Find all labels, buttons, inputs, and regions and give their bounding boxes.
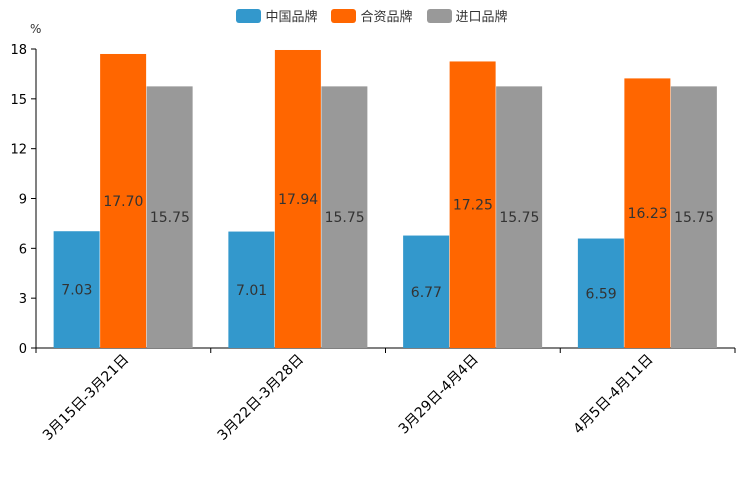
bar: [624, 78, 671, 348]
x-tick-label: 3月22日-3月28日: [215, 352, 307, 444]
bar: [146, 86, 193, 348]
data-label: 15.75: [325, 210, 365, 226]
legend: 中国品牌 合资品牌 进口品牌: [0, 6, 744, 25]
data-label: 17.25: [453, 198, 493, 214]
data-label: 15.75: [674, 210, 714, 226]
bar: [670, 86, 717, 348]
y-tick-label: 3: [19, 292, 27, 307]
bar: [449, 61, 496, 348]
y-tick-label: 0: [19, 342, 27, 357]
legend-item-imported[interactable]: 进口品牌: [426, 6, 508, 25]
legend-swatch-china: [236, 8, 262, 23]
data-label: 17.70: [103, 194, 143, 210]
bar: [53, 231, 100, 348]
data-label: 16.23: [628, 206, 668, 222]
data-label: 15.75: [150, 210, 190, 226]
data-label: 15.75: [499, 210, 539, 226]
y-axis-unit: %: [30, 22, 42, 36]
legend-label-imported: 进口品牌: [455, 10, 508, 25]
x-tick-label: 3月29日-4月4日: [396, 352, 482, 438]
bar: [496, 86, 543, 348]
x-tick-label: 4月5日-4月11日: [570, 352, 656, 438]
legend-label-china: 中国品牌: [265, 10, 318, 25]
bar: [321, 86, 368, 348]
bar: [228, 231, 275, 348]
bar: [100, 53, 147, 348]
legend-label-joint-venture: 合资品牌: [360, 10, 413, 25]
data-label: 6.77: [411, 285, 442, 301]
y-tick-label: 6: [19, 242, 27, 257]
data-label: 17.94: [278, 192, 318, 208]
y-tick-label: 12: [10, 143, 27, 158]
y-tick-label: 9: [19, 193, 27, 208]
legend-swatch-joint-venture: [331, 8, 357, 23]
bar: [274, 49, 321, 348]
y-tick-label: 18: [10, 43, 27, 58]
legend-swatch-imported: [426, 8, 452, 23]
bar: [577, 238, 624, 348]
data-label: 7.03: [61, 283, 92, 299]
x-tick-label: 3月15日-3月21日: [40, 352, 132, 444]
y-tick-label: 15: [10, 93, 27, 108]
legend-item-china[interactable]: 中国品牌: [236, 6, 317, 25]
data-label: 6.59: [586, 286, 617, 302]
bar: [403, 235, 450, 348]
legend-item-joint-venture[interactable]: 合资品牌: [331, 6, 413, 25]
data-label: 7.01: [236, 283, 267, 299]
